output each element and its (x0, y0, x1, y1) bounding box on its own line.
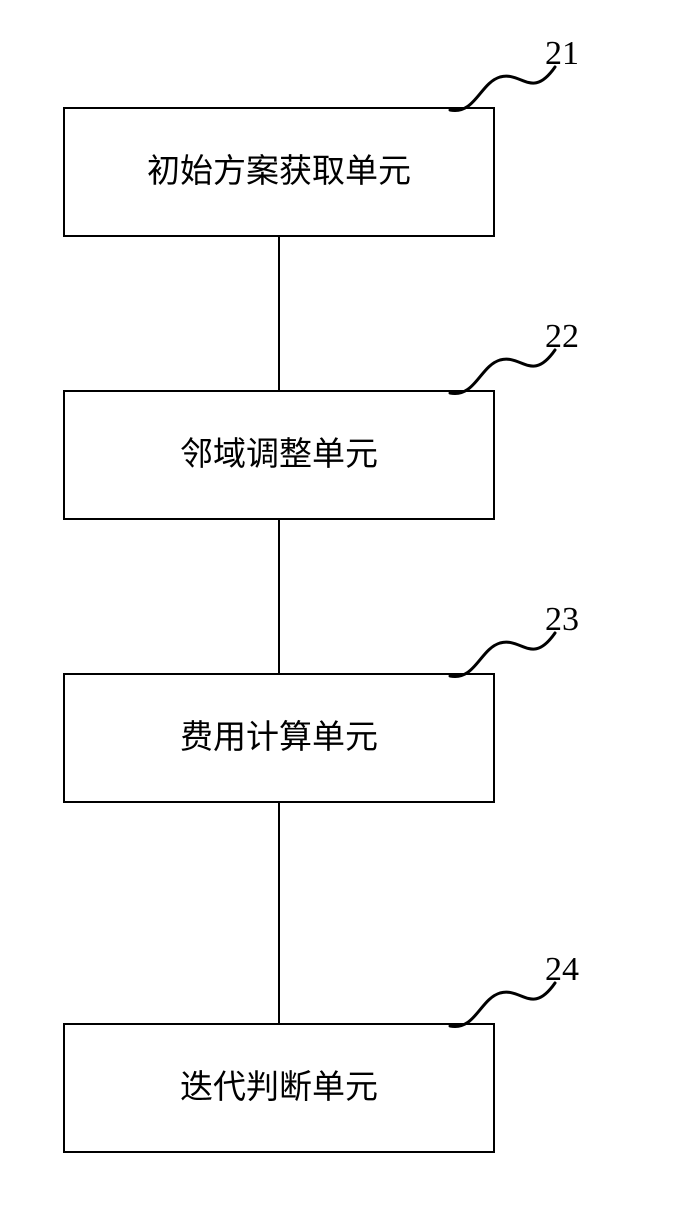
edge-23-24 (278, 803, 280, 1023)
callout-curve-21 (430, 55, 560, 125)
node-label: 迭代判断单元 (180, 1070, 378, 1106)
diagram-canvas: 初始方案获取单元 21 邻域调整单元 22 费用计算单元 23 迭代判断单元 2… (0, 0, 692, 1232)
callout-text: 23 (545, 601, 579, 638)
callout-label-24: 24 (545, 951, 579, 989)
callout-curve-24 (430, 971, 560, 1041)
callout-text: 24 (545, 951, 579, 988)
callout-text: 21 (545, 35, 579, 72)
node-label: 初始方案获取单元 (147, 154, 411, 190)
node-cost-calc-unit: 费用计算单元 (63, 673, 495, 803)
edge-22-23 (278, 520, 280, 673)
callout-label-22: 22 (545, 318, 579, 356)
node-label: 邻域调整单元 (180, 437, 378, 473)
callout-curve-22 (430, 338, 560, 408)
callout-curve-23 (430, 621, 560, 691)
node-iteration-judge-unit: 迭代判断单元 (63, 1023, 495, 1153)
callout-label-23: 23 (545, 601, 579, 639)
node-initial-scheme-unit: 初始方案获取单元 (63, 107, 495, 237)
node-label: 费用计算单元 (180, 720, 378, 756)
callout-label-21: 21 (545, 35, 579, 73)
edge-21-22 (278, 237, 280, 390)
callout-text: 22 (545, 318, 579, 355)
node-neighborhood-adjust-unit: 邻域调整单元 (63, 390, 495, 520)
